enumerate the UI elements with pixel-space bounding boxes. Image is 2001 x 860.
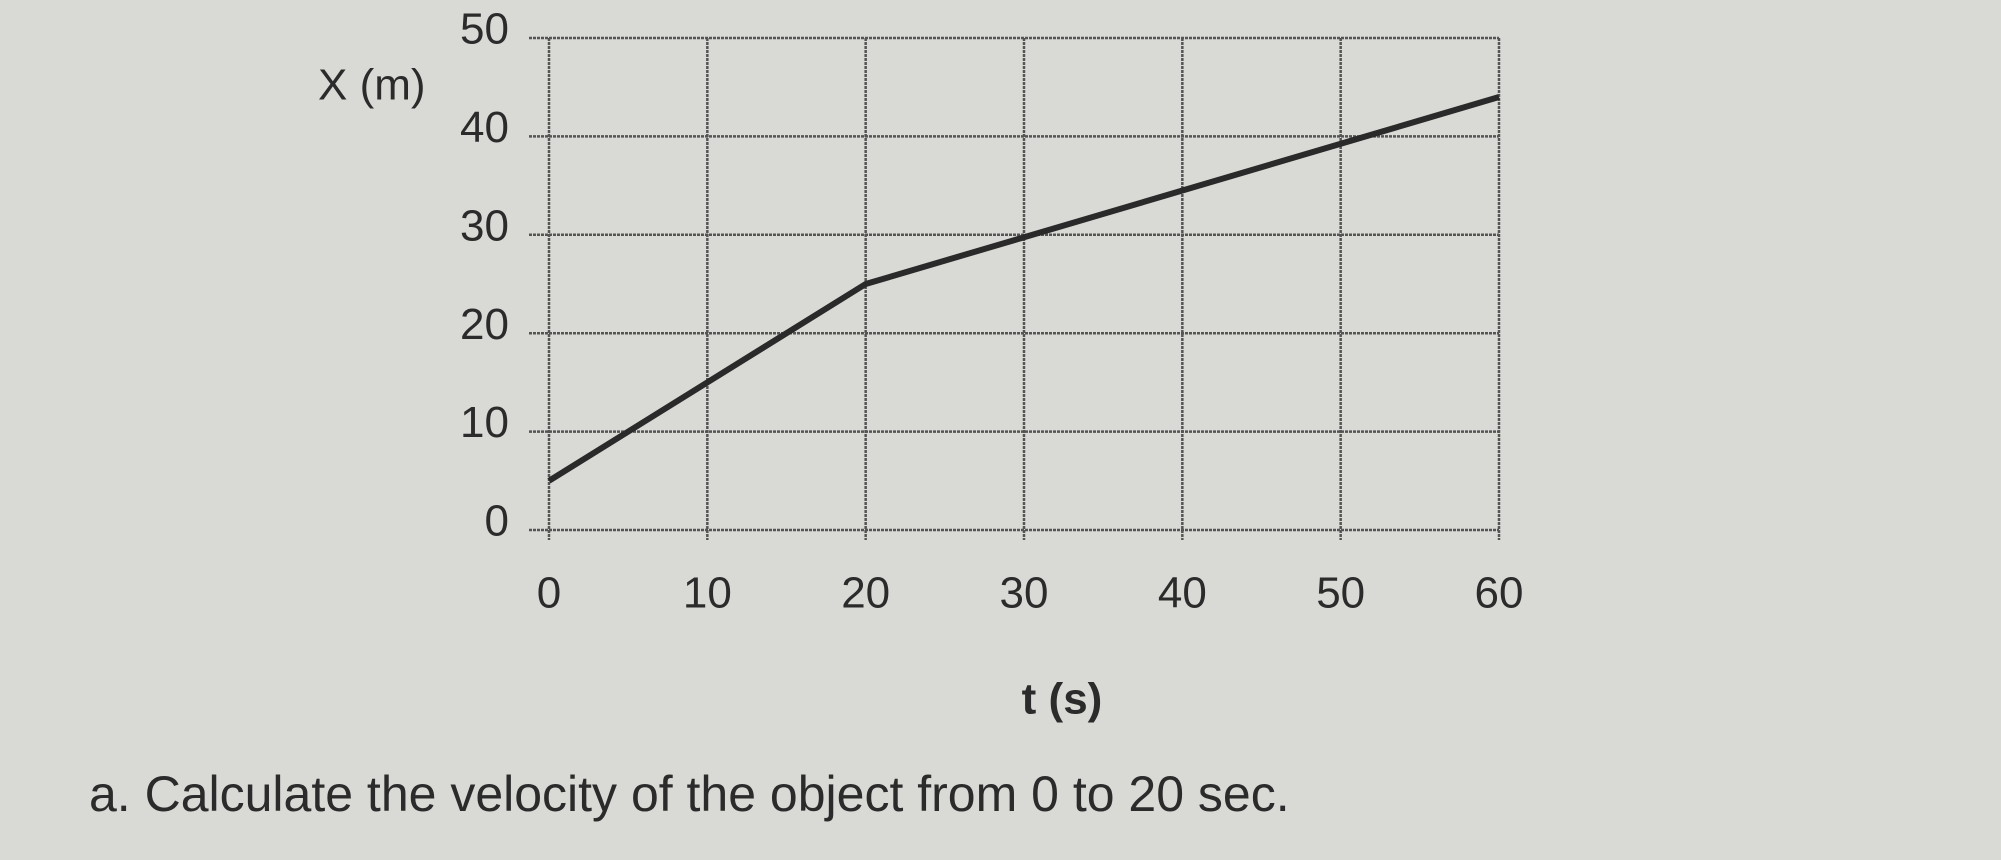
question-text: a. Calculate the velocity of the object … <box>89 766 1290 822</box>
y-tick-label: 30 <box>460 201 509 250</box>
x-tick-label: 10 <box>683 569 732 618</box>
x-tick-label: 30 <box>1000 569 1049 618</box>
x-tick-label: 40 <box>1158 569 1207 618</box>
data-line <box>547 94 1500 484</box>
y-tick-label: 20 <box>460 300 509 349</box>
x-tick-label: 20 <box>841 569 890 618</box>
y-tick-label: 40 <box>460 103 509 152</box>
y-tick-label: 0 <box>485 497 509 546</box>
x-tick-label: 50 <box>1316 569 1365 618</box>
x-tick-label: 0 <box>537 569 561 618</box>
y-axis-title: X (m) <box>318 61 426 110</box>
y-tick-label: 50 <box>460 5 509 54</box>
x-tick-label: 60 <box>1475 569 1524 618</box>
y-tick-label: 10 <box>460 398 509 447</box>
x-axis-title: t (s) <box>1022 675 1103 724</box>
